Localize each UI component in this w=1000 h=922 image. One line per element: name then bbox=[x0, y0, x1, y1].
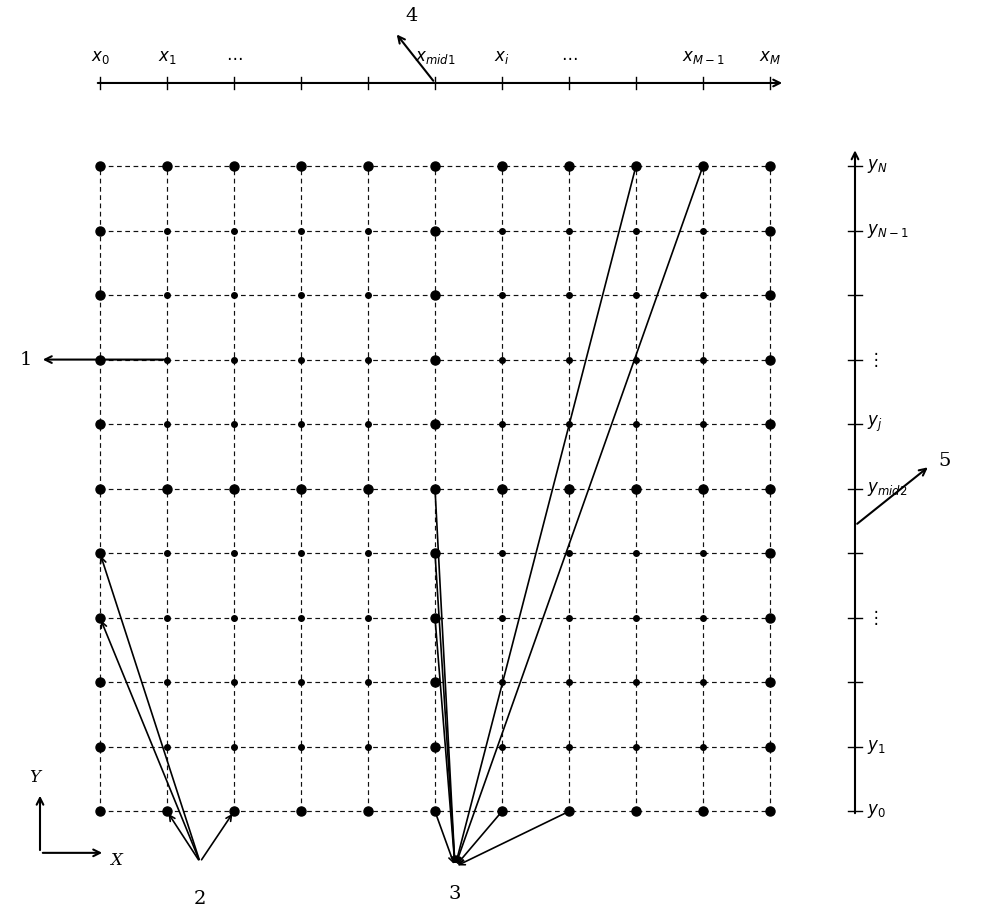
Text: $\vdots$: $\vdots$ bbox=[867, 609, 878, 627]
Text: $x_1$: $x_1$ bbox=[158, 50, 176, 66]
Text: 5: 5 bbox=[938, 452, 950, 470]
Text: 3: 3 bbox=[449, 885, 461, 904]
Text: 1: 1 bbox=[20, 350, 32, 369]
Text: $y_j$: $y_j$ bbox=[867, 414, 882, 434]
Text: Y: Y bbox=[30, 770, 40, 786]
Text: $y_N$: $y_N$ bbox=[867, 157, 888, 175]
Text: $\cdots$: $\cdots$ bbox=[226, 50, 242, 66]
Text: $y_1$: $y_1$ bbox=[867, 738, 886, 756]
Text: 2: 2 bbox=[194, 890, 206, 908]
Text: $x_i$: $x_i$ bbox=[494, 50, 510, 66]
Text: $\cdots$: $\cdots$ bbox=[561, 50, 577, 66]
Text: 4: 4 bbox=[405, 6, 417, 25]
Text: $\vdots$: $\vdots$ bbox=[867, 350, 878, 369]
Text: X: X bbox=[110, 852, 122, 869]
Text: $x_{mid1}$: $x_{mid1}$ bbox=[415, 50, 455, 66]
Text: $y_{N-1}$: $y_{N-1}$ bbox=[867, 221, 909, 240]
Text: $x_0$: $x_0$ bbox=[91, 50, 109, 66]
Text: $x_{M-1}$: $x_{M-1}$ bbox=[682, 50, 724, 66]
Text: $y_0$: $y_0$ bbox=[867, 802, 886, 821]
Text: $y_{mid2}$: $y_{mid2}$ bbox=[867, 479, 907, 498]
Text: $x_M$: $x_M$ bbox=[759, 50, 781, 66]
